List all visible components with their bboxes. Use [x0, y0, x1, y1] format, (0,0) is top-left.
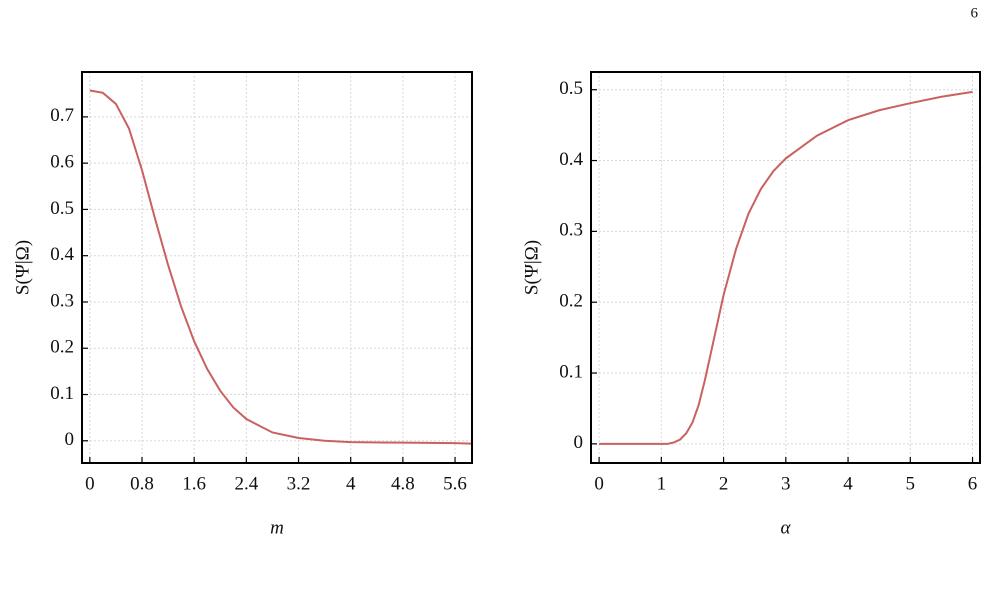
y-tick-label: 0.1 [559, 361, 583, 382]
x-tick-label: 2 [719, 473, 729, 494]
y-tick-label: 0.3 [50, 290, 74, 311]
x-tick-label: 3.2 [287, 473, 311, 494]
x-tick-label: 4 [346, 473, 356, 494]
x-tick-label: 0 [85, 473, 95, 494]
y-tick-label: 0.5 [50, 198, 74, 219]
data-line [599, 90, 973, 445]
y-tick-label: 0.4 [50, 244, 74, 265]
x-tick-label: 4 [843, 473, 853, 494]
x-tick-label: 5 [906, 473, 916, 494]
y-tick-label: 0.3 [559, 220, 583, 241]
x-tick-label: 5.6 [443, 473, 467, 494]
x-tick-label: 2.4 [234, 473, 258, 494]
x-tick-label: 4.8 [391, 473, 415, 494]
data-line [89, 89, 472, 445]
x-tick-label: 6 [968, 473, 978, 494]
x-axis-label: α [781, 517, 792, 538]
y-tick-label: 0.6 [50, 152, 74, 173]
x-axis-label: m [270, 517, 284, 538]
x-tick-label: 1 [657, 473, 667, 494]
y-tick-label: 0.7 [50, 105, 74, 126]
plot-frame [590, 71, 981, 464]
page-number: 6 [971, 5, 979, 21]
x-tick-label: 0.8 [130, 473, 154, 494]
plot-frame [81, 71, 473, 464]
y-axis-label: S(Ψ|Ω) [521, 240, 542, 295]
y-axis-label: S(Ψ|Ω) [12, 240, 33, 295]
x-tick-label: 1.6 [182, 473, 206, 494]
y-tick-label: 0 [65, 429, 75, 450]
y-tick-label: 0.2 [559, 291, 583, 312]
y-tick-label: 0.1 [50, 383, 74, 404]
y-tick-label: 0.4 [559, 149, 583, 170]
y-tick-label: 0 [574, 432, 584, 453]
x-tick-label: 3 [781, 473, 791, 494]
y-tick-label: 0.5 [559, 78, 583, 99]
y-tick-label: 0.2 [50, 337, 74, 358]
x-tick-label: 0 [594, 473, 604, 494]
